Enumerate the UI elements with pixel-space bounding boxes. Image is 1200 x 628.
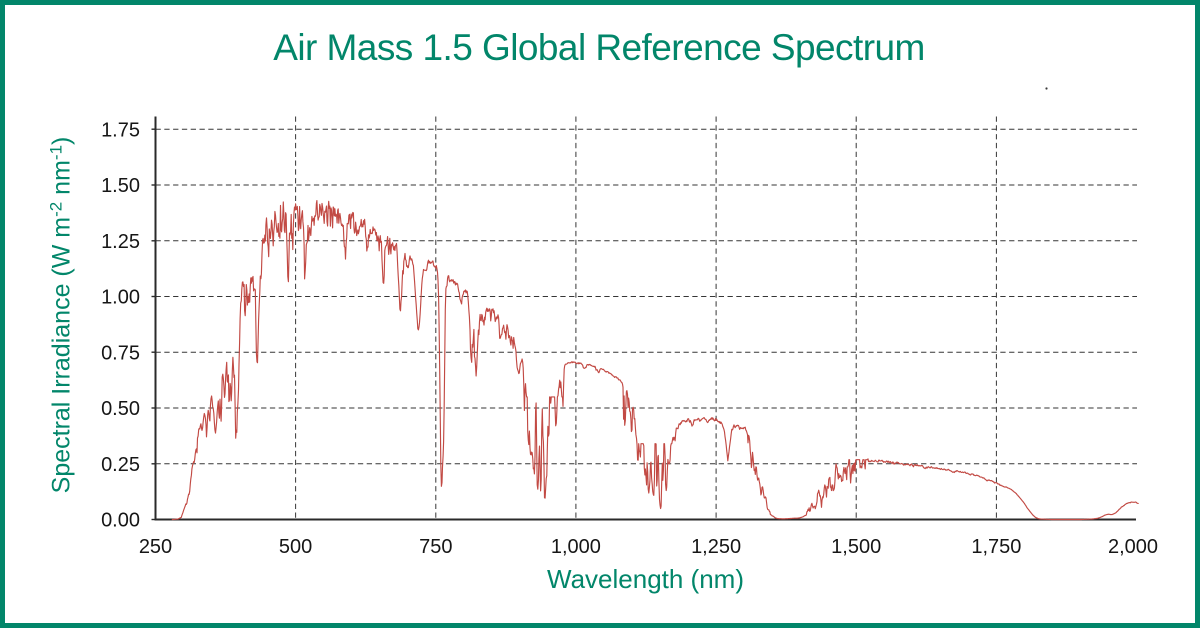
svg-text:Wavelength (nm): Wavelength (nm) [547,564,744,594]
svg-text:0.25: 0.25 [101,454,140,476]
svg-text:1.75: 1.75 [101,119,140,141]
svg-text:Air Mass 1.5 Global Reference: Air Mass 1.5 Global Reference Spectrum [273,27,925,68]
svg-text:1,500: 1,500 [831,536,881,558]
svg-text:0.50: 0.50 [101,398,140,420]
svg-text:0.00: 0.00 [101,510,140,532]
svg-text:1.00: 1.00 [101,287,140,309]
svg-text:1.50: 1.50 [101,175,140,197]
svg-text:1.25: 1.25 [101,231,140,253]
svg-text:1,000: 1,000 [551,536,601,558]
svg-text:1,750: 1,750 [971,536,1021,558]
svg-text:500: 500 [279,536,312,558]
svg-text:750: 750 [419,536,452,558]
svg-text:Spectral Irradiance (W m-2 nm-: Spectral Irradiance (W m-2 nm-1) [47,137,76,494]
svg-text:2,000: 2,000 [1108,536,1158,558]
svg-text:1,250: 1,250 [691,536,741,558]
svg-text:0.75: 0.75 [101,342,140,364]
svg-text:250: 250 [139,536,172,558]
